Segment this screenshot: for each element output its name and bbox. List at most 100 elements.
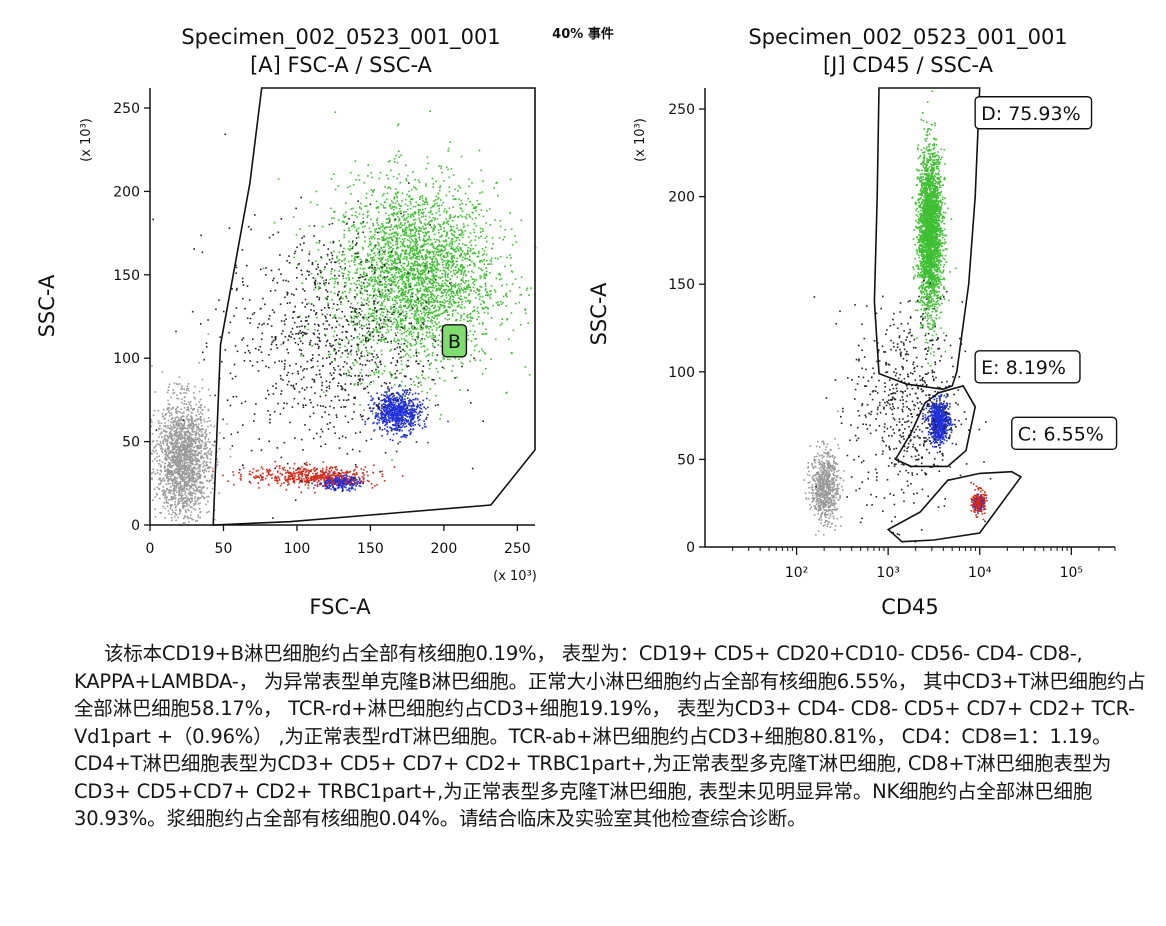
event-dot — [379, 253, 381, 256]
event-dot — [388, 226, 391, 228]
event-dot — [435, 274, 437, 277]
event-dot — [400, 154, 402, 156]
event-dot — [489, 297, 492, 299]
event-dot — [307, 302, 310, 305]
event-dot — [458, 243, 460, 245]
event-dot — [432, 217, 435, 219]
event-dot — [419, 249, 421, 251]
event-dot — [453, 230, 455, 233]
event-dot — [427, 414, 429, 416]
event-dot — [485, 275, 488, 277]
event-dot — [383, 407, 386, 409]
event-dot — [305, 461, 308, 464]
event-dot — [406, 313, 408, 315]
event-dot — [325, 481, 327, 484]
event-dot — [462, 250, 464, 253]
event-dot — [420, 244, 423, 247]
event-dot — [386, 433, 389, 435]
event-dot — [508, 338, 510, 340]
event-dot — [358, 349, 360, 352]
event-dot — [384, 415, 386, 417]
event-dot — [232, 474, 235, 476]
event-dot — [390, 406, 392, 408]
event-dot — [469, 247, 472, 250]
event-dot — [286, 471, 289, 474]
event-dot — [198, 435, 201, 437]
event-dot — [466, 265, 469, 267]
event-dot — [406, 416, 409, 418]
event-dot — [462, 276, 464, 279]
event-dot — [385, 400, 388, 403]
event-dot — [442, 201, 445, 204]
event-dot — [461, 215, 464, 218]
event-dot — [457, 216, 459, 218]
event-dot — [379, 331, 381, 334]
event-dot — [457, 248, 459, 250]
event-dot — [426, 348, 429, 351]
event-dot — [373, 294, 375, 296]
event-dot — [399, 181, 402, 184]
event-dot — [379, 295, 381, 298]
event-dot — [315, 477, 318, 480]
event-dot — [461, 264, 463, 266]
event-dot — [425, 201, 428, 203]
event-dot — [358, 279, 360, 282]
event-dot — [198, 439, 200, 441]
event-dot — [376, 267, 379, 269]
event-dot — [373, 329, 375, 331]
event-dot — [396, 200, 398, 202]
event-dot — [469, 264, 471, 266]
event-dot — [485, 294, 487, 296]
event-dot — [443, 227, 445, 229]
event-dot — [370, 235, 372, 238]
event-dot — [158, 436, 160, 438]
event-dot — [400, 289, 403, 291]
event-dot — [468, 185, 470, 188]
event-dot — [512, 329, 515, 332]
event-dot — [481, 260, 484, 263]
event-dot — [383, 480, 386, 482]
event-dot — [405, 277, 408, 279]
event-dot — [397, 339, 399, 342]
event-dot — [341, 254, 343, 256]
event-dot — [414, 284, 416, 287]
event-dot — [465, 244, 468, 247]
event-dot — [276, 471, 279, 473]
event-dot — [433, 301, 435, 303]
event-dot — [397, 404, 400, 407]
event-dot — [506, 256, 508, 259]
event-dot — [450, 216, 452, 218]
event-dot — [437, 288, 439, 291]
event-dot — [330, 469, 333, 472]
event-dot — [471, 204, 474, 206]
event-dot — [182, 477, 184, 479]
event-dot — [396, 196, 398, 199]
event-dot — [484, 368, 487, 370]
event-dot — [403, 338, 406, 340]
event-dot — [410, 203, 412, 205]
event-dot — [387, 330, 390, 333]
event-dot — [405, 335, 408, 337]
event-dot — [452, 300, 455, 303]
event-dot — [445, 212, 448, 214]
event-dot — [390, 307, 392, 310]
event-dot — [450, 282, 453, 284]
event-dot — [363, 355, 366, 357]
event-dot — [454, 284, 457, 287]
event-dot — [376, 238, 379, 240]
event-dot — [407, 208, 409, 211]
event-dot — [199, 502, 201, 505]
event-dot — [460, 295, 462, 297]
event-dot — [412, 405, 415, 407]
event-dot — [502, 301, 504, 304]
event-dot — [448, 318, 451, 320]
event-dot — [382, 398, 385, 401]
event-dot — [417, 263, 419, 265]
event-dot — [431, 312, 434, 315]
event-dot — [394, 310, 397, 312]
event-dot — [461, 301, 463, 303]
event-dot — [484, 353, 487, 355]
event-dot — [410, 258, 412, 260]
event-dot — [402, 395, 404, 397]
event-dot — [409, 272, 412, 274]
